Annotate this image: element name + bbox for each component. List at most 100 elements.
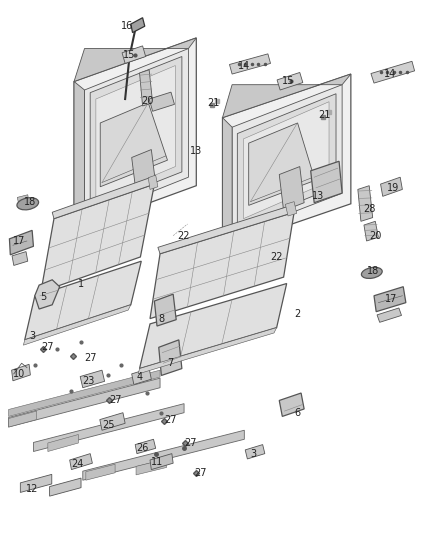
Ellipse shape bbox=[17, 198, 39, 210]
Polygon shape bbox=[237, 94, 336, 227]
Polygon shape bbox=[149, 92, 174, 111]
Text: 20: 20 bbox=[369, 231, 381, 241]
Text: 14: 14 bbox=[238, 61, 251, 70]
Polygon shape bbox=[33, 403, 184, 451]
Text: 18: 18 bbox=[24, 197, 36, 207]
Text: 18: 18 bbox=[367, 266, 379, 276]
Polygon shape bbox=[277, 72, 303, 90]
Text: 20: 20 bbox=[141, 95, 153, 106]
Polygon shape bbox=[132, 150, 155, 192]
Polygon shape bbox=[74, 38, 196, 82]
Polygon shape bbox=[371, 61, 415, 83]
Text: 8: 8 bbox=[158, 313, 164, 324]
Text: 21: 21 bbox=[318, 110, 331, 120]
Text: 22: 22 bbox=[177, 231, 190, 241]
Polygon shape bbox=[148, 175, 158, 189]
Text: 21: 21 bbox=[208, 98, 220, 108]
Text: 17: 17 bbox=[13, 236, 25, 246]
Text: 7: 7 bbox=[167, 358, 173, 368]
Polygon shape bbox=[70, 454, 92, 470]
Polygon shape bbox=[23, 305, 131, 345]
Polygon shape bbox=[49, 478, 81, 496]
Text: 24: 24 bbox=[71, 459, 83, 469]
Polygon shape bbox=[138, 328, 277, 374]
Polygon shape bbox=[28, 326, 43, 341]
Polygon shape bbox=[131, 18, 145, 33]
Polygon shape bbox=[135, 439, 155, 454]
Polygon shape bbox=[96, 66, 175, 200]
Polygon shape bbox=[286, 201, 297, 216]
Polygon shape bbox=[85, 49, 188, 219]
Text: 19: 19 bbox=[387, 183, 399, 193]
Text: 15: 15 bbox=[124, 50, 136, 60]
Polygon shape bbox=[90, 56, 182, 208]
Polygon shape bbox=[223, 118, 232, 248]
Polygon shape bbox=[136, 459, 166, 475]
Text: 11: 11 bbox=[151, 457, 163, 467]
Text: 27: 27 bbox=[84, 353, 96, 363]
Polygon shape bbox=[83, 430, 244, 480]
Polygon shape bbox=[150, 212, 294, 319]
Polygon shape bbox=[223, 74, 351, 118]
Polygon shape bbox=[35, 280, 60, 309]
Polygon shape bbox=[17, 195, 29, 205]
Text: 27: 27 bbox=[194, 468, 207, 478]
Polygon shape bbox=[154, 294, 176, 326]
Polygon shape bbox=[48, 434, 78, 451]
Text: 6: 6 bbox=[294, 408, 300, 418]
Text: 14: 14 bbox=[384, 69, 396, 79]
Text: 2: 2 bbox=[294, 309, 301, 319]
Polygon shape bbox=[158, 205, 294, 254]
Text: 13: 13 bbox=[312, 191, 325, 201]
Polygon shape bbox=[12, 252, 28, 265]
Text: 17: 17 bbox=[385, 294, 398, 304]
Text: 16: 16 bbox=[121, 21, 134, 31]
Polygon shape bbox=[100, 103, 167, 187]
Polygon shape bbox=[10, 230, 33, 255]
Polygon shape bbox=[74, 38, 196, 230]
Text: 27: 27 bbox=[184, 438, 197, 448]
Polygon shape bbox=[140, 70, 152, 106]
Polygon shape bbox=[374, 287, 406, 312]
Polygon shape bbox=[12, 365, 30, 381]
Text: 3: 3 bbox=[250, 449, 256, 458]
Text: 23: 23 bbox=[83, 376, 95, 386]
Polygon shape bbox=[150, 454, 173, 470]
Polygon shape bbox=[159, 340, 182, 375]
Polygon shape bbox=[74, 82, 85, 230]
Polygon shape bbox=[80, 370, 105, 387]
Polygon shape bbox=[358, 185, 373, 221]
Polygon shape bbox=[232, 85, 342, 236]
Polygon shape bbox=[223, 74, 351, 248]
Text: 28: 28 bbox=[364, 204, 376, 214]
Polygon shape bbox=[25, 261, 141, 340]
Polygon shape bbox=[9, 411, 36, 427]
Text: 3: 3 bbox=[29, 330, 35, 341]
Polygon shape bbox=[377, 308, 402, 322]
Polygon shape bbox=[100, 413, 125, 430]
Text: 22: 22 bbox=[270, 252, 283, 262]
Polygon shape bbox=[381, 177, 403, 196]
Polygon shape bbox=[132, 368, 151, 384]
Polygon shape bbox=[9, 378, 160, 427]
Polygon shape bbox=[244, 102, 329, 219]
Polygon shape bbox=[122, 46, 146, 63]
Text: 10: 10 bbox=[13, 369, 25, 379]
Text: 27: 27 bbox=[42, 342, 54, 352]
Polygon shape bbox=[86, 464, 115, 480]
Polygon shape bbox=[52, 177, 154, 219]
Text: 25: 25 bbox=[103, 420, 115, 430]
Text: 27: 27 bbox=[164, 415, 177, 425]
Polygon shape bbox=[230, 54, 271, 74]
Text: 5: 5 bbox=[40, 292, 46, 302]
Polygon shape bbox=[20, 474, 52, 492]
Polygon shape bbox=[245, 445, 265, 459]
Polygon shape bbox=[279, 393, 304, 416]
Polygon shape bbox=[249, 123, 315, 205]
Polygon shape bbox=[279, 166, 304, 211]
Text: 26: 26 bbox=[136, 443, 149, 453]
Text: 13: 13 bbox=[190, 146, 202, 156]
Text: 12: 12 bbox=[26, 484, 38, 494]
Polygon shape bbox=[9, 370, 160, 416]
Text: 15: 15 bbox=[282, 77, 294, 86]
